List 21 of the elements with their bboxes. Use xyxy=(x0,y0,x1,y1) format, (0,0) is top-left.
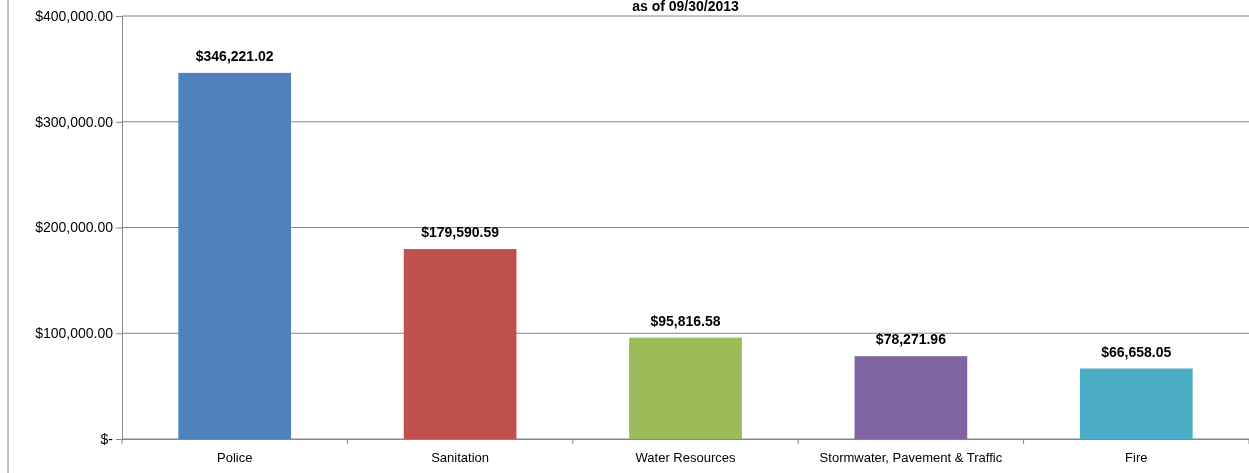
bar xyxy=(854,356,968,439)
chart-title: as of 09/30/2013 xyxy=(632,0,740,14)
bar xyxy=(1079,368,1193,439)
data-label: $66,658.05 xyxy=(1101,343,1172,360)
data-label: $179,590.59 xyxy=(421,224,500,241)
y-tick-label: $200,000.00 xyxy=(35,219,114,236)
x-tick-label: Fire xyxy=(1125,450,1148,466)
x-tick-label: Water Resources xyxy=(635,450,736,466)
x-tick-label: Stormwater, Pavement & Traffic xyxy=(819,450,1003,466)
data-label: $78,271.96 xyxy=(875,331,947,348)
y-tick-label: $- xyxy=(100,430,114,447)
x-tick-label: Sanitation xyxy=(431,450,490,466)
bar xyxy=(178,72,292,439)
data-label: $95,816.58 xyxy=(650,312,721,329)
y-tick-label: $100,000.00 xyxy=(35,325,114,342)
y-tick-label: $300,000.00 xyxy=(35,113,114,130)
bar xyxy=(629,337,742,439)
data-label: $346,221.02 xyxy=(195,47,274,64)
y-tick-label: $400,000.00 xyxy=(35,7,114,24)
bar xyxy=(403,249,517,439)
x-tick-label: Police xyxy=(216,450,253,466)
